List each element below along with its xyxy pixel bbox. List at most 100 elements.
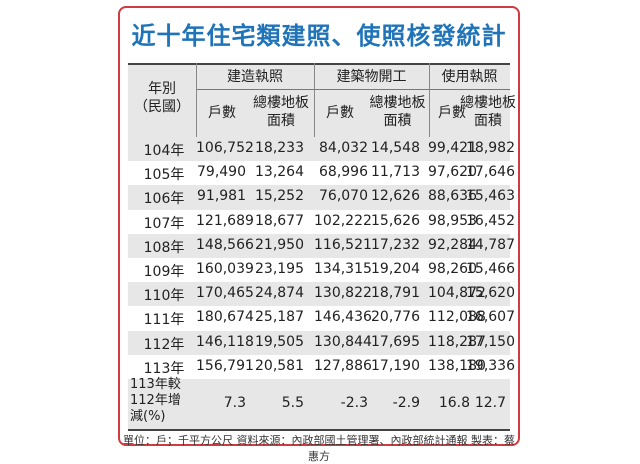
value-cell: 160,039	[196, 261, 254, 277]
value-cell: 99,421	[428, 140, 477, 156]
sub-header-households: 戶數	[208, 105, 236, 121]
value-cell: 130,844	[314, 333, 372, 350]
value-cell: 146,436	[314, 309, 372, 326]
compare-value: 7.3	[223, 395, 246, 411]
value-cell: 84,032	[319, 140, 368, 156]
header-group-rule	[196, 89, 510, 90]
value-cell: 21,950	[255, 236, 304, 253]
value-cell: 97,620	[428, 164, 477, 181]
year-cell: 104年	[143, 143, 185, 159]
table-row: 108年 148,566 21,950 116,521 17,232 92,284 14,7…	[128, 233, 515, 258]
compare-value: -2.9	[392, 395, 420, 411]
value-cell: 18,677	[255, 212, 304, 229]
value-cell: 14,787	[466, 236, 515, 253]
value-cell: 15,466	[466, 261, 515, 277]
compare-row: 113年較 112年增 減(%) 7.3 5.5 -2.3 -2.9 16.8 …	[128, 377, 510, 429]
value-cell: 17,150	[466, 333, 515, 350]
year-cell: 111年	[143, 312, 185, 329]
value-cell: 156,791	[196, 357, 254, 374]
value-cell: 11,713	[371, 164, 420, 181]
compare-row-label: 113年較 112年增 減(%)	[130, 377, 181, 424]
header-top-rule	[128, 63, 510, 65]
value-cell: 68,996	[319, 164, 368, 181]
sub-header-floor-area: 總樓地板 面積	[460, 95, 516, 129]
year-cell: 113年	[143, 360, 185, 377]
table-row: 110年 170,465 24,874 130,822 18,791 104,872 15,…	[128, 282, 515, 307]
sub-header-floor-area: 總樓地板 面積	[369, 95, 426, 129]
value-cell: 112,088	[428, 309, 486, 326]
year-cell: 110年	[143, 288, 185, 305]
value-cell: 25,187	[255, 309, 304, 326]
year-cell: 107年	[143, 215, 185, 232]
value-cell: 12,626	[371, 188, 420, 205]
value-cell: 148,566	[196, 236, 254, 253]
table-row: 105年 79,490 13,264 68,996 11,713 97,620 17,646	[128, 161, 515, 186]
value-cell: 98,953	[428, 212, 477, 229]
value-cell: 146,118	[196, 333, 254, 350]
group-header-construction-start: 建築物開工	[336, 69, 407, 85]
value-cell: 18,233	[255, 140, 304, 156]
value-cell: 20,581	[255, 357, 304, 374]
value-cell: 19,505	[255, 333, 304, 350]
value-cell: 116,521	[314, 236, 372, 253]
value-cell: 121,689	[196, 212, 254, 229]
value-cell: 104,872	[428, 285, 486, 302]
table-row: 104年 106,752 18,233 84,032 14,548 99,421 18,98…	[128, 137, 515, 162]
value-cell: 15,252	[255, 188, 304, 205]
value-cell: 88,636	[428, 188, 477, 205]
compare-value: 16.8	[438, 395, 470, 411]
compare-value: -2.3	[340, 395, 368, 411]
value-cell: 106,752	[196, 140, 254, 156]
footnote: 單位：戶；千平方公尺 資料來源：內政部國土管理署、內政部統計通報 製表：蔡惠方	[123, 434, 515, 463]
year-cell: 112年	[143, 336, 185, 353]
table-row: 111年 180,674 25,187 146,436 20,776 112,088 16,…	[128, 306, 515, 331]
value-cell: 15,463	[466, 188, 515, 205]
sub-header-floor-area: 總樓地板 面積	[253, 95, 309, 129]
table-title: 近十年住宅類建照、使照核發統計	[131, 22, 507, 50]
value-cell: 16,607	[466, 309, 515, 326]
value-cell: 17,646	[466, 164, 515, 181]
year-cell: 108年	[143, 239, 185, 256]
value-cell: 15,626	[371, 212, 420, 229]
value-cell: 180,674	[196, 309, 254, 326]
value-cell: 79,490	[197, 164, 246, 181]
year-cell: 109年	[143, 264, 185, 280]
value-cell: 91,981	[197, 188, 246, 205]
value-cell: 19,204	[371, 261, 420, 277]
value-cell: 13,264	[255, 164, 304, 181]
value-cell: 20,776	[371, 309, 420, 326]
value-cell: 15,620	[466, 285, 515, 302]
table-row: 113年 156,791 20,581 127,886 17,190 138,180 19,…	[128, 354, 515, 379]
compare-value: 5.5	[281, 395, 304, 411]
year-cell: 106年	[143, 191, 185, 208]
table-header	[128, 63, 510, 137]
header-divider	[196, 63, 197, 137]
year-column-header: 年別 （民國）	[134, 81, 190, 115]
table-row: 107年 121,689 18,677 102,222 15,626 98,953 16,4…	[128, 209, 515, 234]
value-cell: 17,695	[371, 333, 420, 350]
group-header-use-permit: 使用執照	[441, 69, 498, 85]
table-row: 106年 91,981 15,252 76,070 12,626 88,636 15,463	[128, 185, 515, 210]
sub-header-households: 戶數	[438, 105, 466, 121]
value-cell: 16,452	[466, 212, 515, 229]
table-row: 109年 160,039 23,195 134,315 19,204 98,260 15,4…	[128, 258, 515, 283]
year-cell: 105年	[143, 167, 185, 184]
header-divider	[429, 63, 430, 137]
table-row: 112年 146,118 19,505 130,844 17,695 118,287 17,…	[128, 330, 515, 355]
value-cell: 18,791	[371, 285, 420, 302]
value-cell: 14,548	[371, 140, 420, 156]
compare-value: 12.7	[474, 395, 506, 411]
value-cell: 102,222	[314, 212, 372, 229]
value-cell: 17,232	[371, 236, 420, 253]
value-cell: 17,190	[371, 357, 420, 374]
value-cell: 170,465	[196, 285, 254, 302]
group-header-building-permit: 建造執照	[227, 69, 283, 85]
value-cell: 24,874	[255, 285, 304, 302]
value-cell: 98,260	[428, 261, 477, 277]
value-cell: 23,195	[255, 261, 304, 277]
value-cell: 92,284	[428, 236, 477, 253]
header-divider	[314, 63, 315, 137]
value-cell: 127,886	[314, 357, 372, 374]
sub-header-households: 戶數	[326, 105, 354, 121]
value-cell: 134,315	[314, 261, 372, 277]
